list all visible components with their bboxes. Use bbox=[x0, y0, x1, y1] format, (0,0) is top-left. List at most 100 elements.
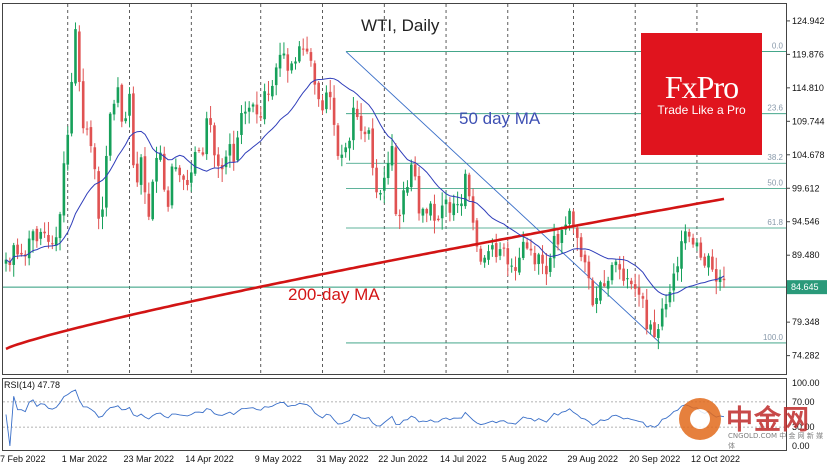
candle-body bbox=[66, 134, 70, 165]
candle-body bbox=[371, 128, 374, 168]
candle-body bbox=[379, 192, 382, 195]
candle-body bbox=[641, 296, 645, 299]
candle-body bbox=[70, 81, 73, 134]
candle-body bbox=[657, 329, 660, 338]
ma-50-annotation: 50 day MA bbox=[459, 109, 541, 128]
candle-body bbox=[47, 235, 50, 242]
candle-body bbox=[89, 127, 93, 147]
candle-body bbox=[579, 237, 583, 258]
candle-body bbox=[572, 211, 575, 226]
candle-body bbox=[12, 245, 16, 265]
ma-50-line bbox=[5, 77, 725, 296]
candle-body bbox=[467, 174, 471, 197]
candle-body bbox=[494, 243, 498, 258]
candle-body bbox=[433, 203, 436, 221]
brand-name: FxPro bbox=[664, 69, 739, 105]
candle-body bbox=[267, 93, 270, 95]
candle-body bbox=[159, 152, 162, 160]
fib-level-label: 38.2 bbox=[767, 153, 783, 162]
candle-body bbox=[406, 187, 409, 193]
candle-body bbox=[680, 241, 683, 269]
price-tick-label: 99.612 bbox=[792, 183, 820, 193]
date-tick-label: 9 May 2022 bbox=[255, 454, 302, 464]
candle-body bbox=[653, 322, 656, 337]
date-tick-label: 5 Aug 2022 bbox=[502, 454, 548, 464]
candle-body bbox=[375, 167, 378, 193]
candle-body bbox=[606, 280, 610, 289]
rsi-tick-label: 0.00 bbox=[792, 441, 810, 451]
candle-body bbox=[51, 243, 54, 245]
candle-body bbox=[525, 242, 529, 249]
candle-body bbox=[510, 265, 513, 267]
candle-body bbox=[81, 81, 85, 129]
candle-body bbox=[201, 152, 205, 155]
candle-body bbox=[537, 254, 540, 265]
price-tick-label: 109.744 bbox=[792, 116, 825, 126]
current-price-tag: 84.645 bbox=[787, 280, 827, 295]
candle-body bbox=[367, 130, 371, 134]
candle-body bbox=[429, 203, 432, 216]
candle-body bbox=[722, 278, 726, 281]
candle-body bbox=[529, 248, 533, 251]
candle-body bbox=[132, 93, 135, 166]
rsi-plot-frame bbox=[2, 378, 787, 451]
price-tick-label: 124.942 bbox=[792, 16, 825, 26]
fib-level-label: 50.0 bbox=[767, 178, 783, 187]
candle-body bbox=[263, 91, 266, 120]
candle-body bbox=[471, 196, 475, 223]
candle-body bbox=[382, 177, 386, 191]
candle-body bbox=[359, 115, 363, 131]
candle-body bbox=[4, 259, 8, 264]
candle-body bbox=[649, 324, 652, 330]
candle-body bbox=[518, 257, 521, 273]
candle-body bbox=[189, 172, 193, 183]
candle-body bbox=[31, 231, 35, 241]
candle-body bbox=[209, 118, 212, 125]
candle-body bbox=[135, 163, 139, 183]
candle-body bbox=[448, 202, 452, 213]
candle-body bbox=[186, 180, 189, 186]
candle-body bbox=[62, 163, 66, 216]
candle-body bbox=[560, 229, 564, 243]
watermark-cn: 中金网 bbox=[726, 405, 810, 436]
candle-body bbox=[417, 175, 421, 214]
candle-body bbox=[58, 214, 62, 239]
candle-body bbox=[703, 256, 706, 266]
candle-body bbox=[398, 214, 402, 217]
candle-body bbox=[178, 167, 181, 176]
candle-body bbox=[228, 144, 232, 156]
rsi-title: RSI(14) 47.78 bbox=[4, 380, 60, 390]
candle-body bbox=[174, 167, 178, 170]
candle-body bbox=[286, 54, 290, 71]
candle-body bbox=[139, 157, 143, 185]
candle-body bbox=[97, 171, 100, 219]
candle-body bbox=[205, 118, 209, 155]
candle-body bbox=[363, 131, 367, 135]
fib-level-label: 100.0 bbox=[763, 333, 784, 342]
candle-body bbox=[197, 149, 201, 151]
candle-body bbox=[440, 205, 444, 219]
candle-body bbox=[394, 147, 398, 215]
date-tick-label: 20 Sep 2022 bbox=[629, 454, 680, 464]
candle-body bbox=[120, 84, 124, 122]
candle-body bbox=[328, 91, 332, 98]
candle-body bbox=[475, 220, 479, 247]
candle-body bbox=[687, 231, 691, 237]
candle-body bbox=[714, 269, 718, 282]
rsi-line bbox=[5, 389, 725, 447]
candle-body bbox=[101, 209, 104, 217]
candle-body bbox=[112, 103, 116, 115]
candle-body bbox=[298, 46, 301, 62]
candle-body bbox=[332, 97, 336, 125]
cngold-logo-icon bbox=[679, 398, 721, 440]
candle-body bbox=[614, 261, 618, 266]
candle-body bbox=[533, 252, 537, 265]
candle-body bbox=[695, 242, 699, 247]
candle-body bbox=[247, 107, 251, 112]
candle-body bbox=[193, 152, 197, 174]
candle-body bbox=[672, 273, 676, 291]
candle-body bbox=[483, 257, 486, 263]
candle-body bbox=[521, 241, 525, 258]
candle-body bbox=[645, 299, 649, 330]
candle-body bbox=[27, 238, 31, 259]
